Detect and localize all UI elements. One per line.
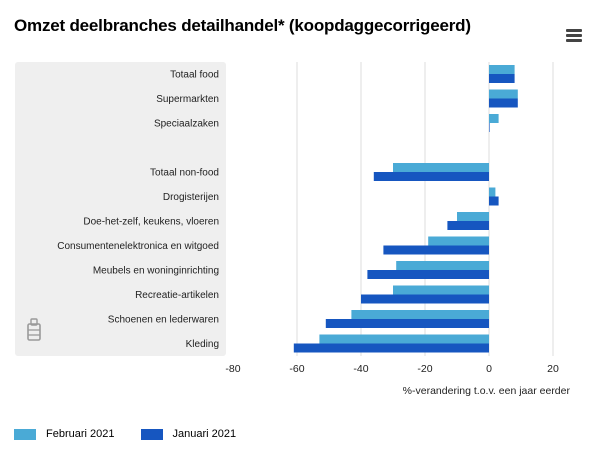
category-label: Drogisterijen [163, 192, 219, 203]
legend-swatch [14, 428, 36, 440]
bar-januari[interactable] [489, 74, 515, 83]
bar-januari[interactable] [489, 196, 499, 206]
bar-februari[interactable] [319, 334, 489, 344]
category-label: Schoenen en lederwaren [108, 315, 219, 326]
legend-item[interactable]: Februari 2021 [14, 428, 115, 440]
category-label: Consumentenelektronica en witgoed [57, 241, 219, 252]
category-label: Kleding [186, 339, 219, 350]
category-label: Recreatie-artikelen [135, 290, 219, 301]
x-tick-label: 0 [486, 363, 492, 375]
bar-februari[interactable] [457, 212, 489, 221]
x-tick-label: -80 [225, 363, 240, 375]
bar-februari[interactable] [393, 285, 489, 295]
bar-januari[interactable] [373, 172, 489, 181]
bar-januari[interactable] [361, 294, 489, 304]
x-axis-title: %-verandering t.o.v. een jaar eerder [403, 385, 571, 397]
legend-label: Januari 2021 [172, 428, 237, 440]
bar-januari[interactable] [489, 98, 518, 108]
x-tick-label: -60 [289, 363, 304, 375]
category-label: Doe-het-zelf, keukens, vloeren [83, 217, 219, 228]
chart-title: Omzet deelbranches detailhandel* (koopda… [14, 16, 471, 35]
bar-februari[interactable] [489, 65, 515, 74]
bar-februari[interactable] [489, 187, 496, 197]
x-tick-label: -40 [353, 363, 368, 375]
legend-swatch [140, 428, 163, 440]
legend-item[interactable]: Januari 2021 [140, 428, 237, 440]
category-label: Meubels en woninginrichting [93, 266, 219, 277]
x-tick-label: -20 [417, 363, 432, 375]
bar-chart: Totaal food Supermarkten Speciaalzaken Tota… [15, 62, 571, 397]
hamburger-menu-icon[interactable] [566, 29, 582, 42]
bar-februari[interactable] [489, 114, 499, 123]
bar-februari[interactable] [351, 310, 489, 319]
category-label-band [15, 62, 226, 356]
bar-januari[interactable] [383, 245, 489, 255]
bar-januari[interactable] [325, 319, 489, 328]
category-label: Totaal non-food [150, 168, 219, 179]
bar-januari[interactable] [489, 123, 490, 132]
chart-legend: Februari 2021 Januari 2021 [14, 428, 262, 440]
category-label: Totaal food [170, 70, 219, 81]
bar-februari[interactable] [393, 163, 489, 172]
bar-februari[interactable] [489, 89, 518, 99]
category-label: Speciaalzaken [154, 119, 219, 130]
category-label: Supermarkten [156, 94, 219, 105]
bar-februari[interactable] [396, 261, 489, 270]
bar-februari[interactable] [428, 236, 489, 246]
bar-januari[interactable] [447, 221, 489, 230]
bar-januari[interactable] [367, 270, 489, 279]
package-watermark-icon [27, 318, 41, 341]
bar-januari[interactable] [293, 343, 489, 353]
x-tick-label: 20 [547, 363, 559, 375]
legend-label: Februari 2021 [46, 428, 115, 440]
